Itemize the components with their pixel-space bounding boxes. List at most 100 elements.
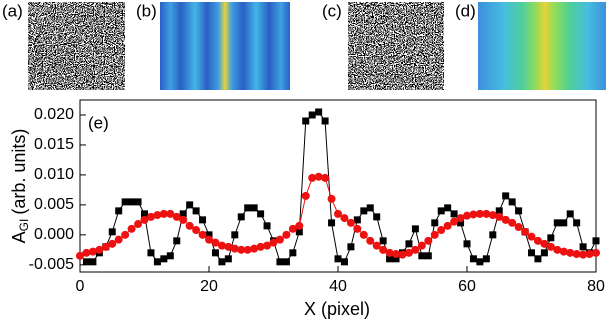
- data-point: [424, 236, 433, 245]
- data-point: [495, 212, 504, 221]
- panel-label: (c): [322, 1, 342, 20]
- y-tick-label: 0.015: [34, 136, 74, 153]
- data-point: [127, 224, 136, 233]
- data-point: [153, 211, 162, 220]
- data-point: [159, 209, 168, 218]
- data-point: [288, 224, 297, 233]
- data-point: [579, 250, 588, 259]
- data-point: [430, 230, 439, 239]
- data-point: [95, 245, 104, 254]
- data-point: [443, 221, 452, 230]
- data-point: [553, 219, 561, 227]
- data-point: [457, 219, 465, 227]
- data-point: [411, 245, 420, 254]
- data-point: [282, 230, 291, 239]
- data-point: [244, 204, 252, 212]
- data-point: [475, 209, 484, 218]
- data-point: [160, 255, 168, 263]
- data-point: [166, 252, 174, 260]
- data-point: [205, 235, 213, 244]
- data-point: [488, 211, 497, 220]
- data-point: [489, 231, 497, 239]
- data-point: [385, 248, 394, 257]
- data-point: [321, 117, 329, 125]
- data-point: [347, 243, 355, 251]
- data-point: [179, 210, 187, 218]
- data-point: [585, 250, 594, 259]
- data-point: [76, 251, 84, 260]
- data-point: [534, 255, 542, 263]
- y-tick-label: 0.010: [34, 166, 74, 183]
- y-label-sub: GI: [17, 219, 31, 232]
- data-point: [224, 255, 232, 263]
- data-point: [404, 248, 413, 257]
- data-point: [340, 258, 348, 266]
- data-point: [579, 243, 587, 251]
- y-tick-label: 0.000: [34, 226, 74, 243]
- y-label-rest: (arb. units): [9, 129, 29, 215]
- x-tick-label: 60: [458, 278, 476, 295]
- data-point: [398, 250, 407, 259]
- data-point: [172, 212, 181, 221]
- data-point: [334, 209, 342, 218]
- x-tick-label: 80: [587, 278, 605, 295]
- data-point: [514, 223, 523, 232]
- data-point: [282, 258, 290, 266]
- data-point: [373, 213, 381, 221]
- data-point: [528, 249, 535, 257]
- data-point: [128, 198, 136, 206]
- y-tick-label: 0.020: [34, 106, 74, 123]
- data-point: [540, 239, 549, 248]
- data-point: [515, 207, 523, 215]
- data-point: [566, 248, 575, 257]
- data-point: [501, 215, 510, 224]
- data-point: [243, 245, 252, 254]
- data-point: [559, 247, 568, 256]
- data-point: [573, 219, 581, 227]
- data-point: [140, 215, 149, 224]
- y-axis-label: AGI (arb. units): [9, 129, 31, 244]
- data-point: [379, 245, 388, 254]
- data-point: [263, 241, 272, 250]
- data-point: [592, 237, 600, 245]
- data-point: [257, 210, 265, 218]
- data-point: [88, 247, 97, 256]
- data-point: [450, 217, 459, 226]
- data-point: [211, 238, 220, 247]
- data-point: [346, 218, 355, 227]
- data-point: [218, 258, 226, 266]
- data-point: [315, 108, 323, 116]
- data-point: [237, 245, 246, 254]
- data-point: [121, 230, 130, 239]
- data-point: [147, 249, 155, 257]
- data-point: [192, 207, 200, 215]
- data-point: [153, 258, 161, 266]
- data-point: [314, 172, 323, 181]
- data-point: [276, 258, 284, 266]
- data-point: [437, 207, 445, 215]
- data-point: [108, 239, 117, 248]
- data-point: [476, 258, 484, 266]
- data-point: [353, 216, 361, 224]
- y-tick-label: -0.005: [29, 256, 74, 273]
- data-point: [250, 244, 259, 253]
- data-point: [334, 255, 342, 263]
- data-point: [134, 220, 143, 229]
- data-point: [198, 230, 207, 239]
- data-point: [379, 237, 387, 245]
- data-point: [359, 230, 368, 239]
- data-point: [134, 198, 142, 206]
- data-point: [230, 244, 239, 253]
- data-point: [192, 226, 201, 235]
- x-tick-label: 0: [76, 278, 85, 295]
- data-point: [424, 252, 432, 260]
- ghost-image: [478, 2, 606, 90]
- data-point: [269, 238, 278, 247]
- data-point: [469, 255, 477, 263]
- data-point: [392, 255, 400, 263]
- data-point: [353, 224, 362, 233]
- data-point: [82, 258, 90, 266]
- data-point: [340, 214, 349, 223]
- data-point: [546, 242, 555, 251]
